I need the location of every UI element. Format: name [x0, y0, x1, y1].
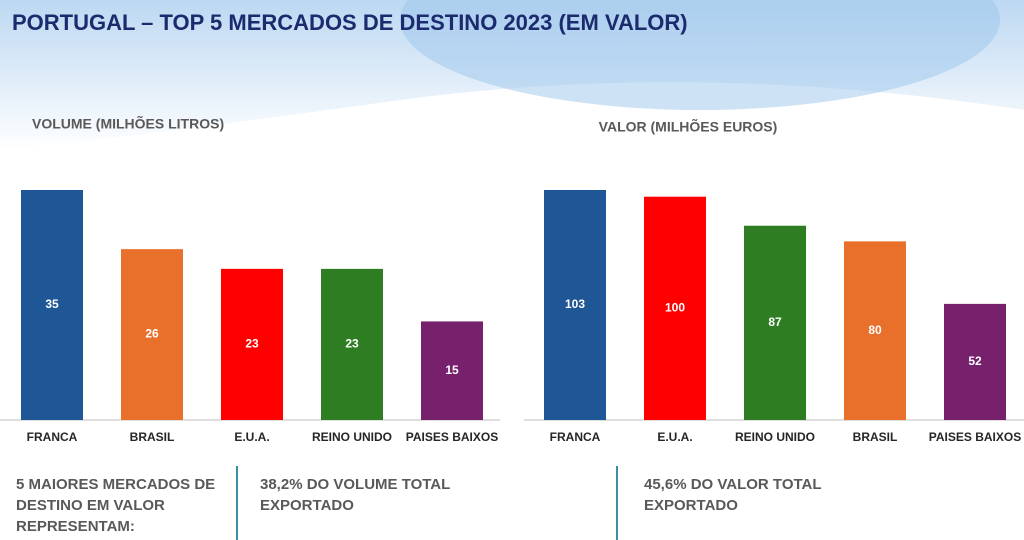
value-label: 23: [345, 337, 359, 351]
globe: [400, 0, 1000, 110]
bar: [21, 190, 83, 420]
x-tick-label: BRASIL: [853, 430, 898, 444]
bar: [121, 249, 183, 420]
x-tick-label: REINO UNIDO: [735, 430, 815, 444]
bar: [944, 303, 1006, 420]
value-label: 15: [445, 363, 459, 377]
bar: [844, 241, 906, 420]
value-label: 23: [245, 337, 259, 351]
bar: [544, 190, 606, 420]
x-tick-label: REINO UNIDO: [312, 430, 392, 444]
footer-intro: 5 MAIORES MERCADOS DE DESTINO EM VALOR R…: [16, 476, 216, 535]
footer-volume: 38,2% DO VOLUME TOTAL EXPORTADO: [260, 476, 451, 514]
x-tick-label: PAISES BAIXOS: [929, 430, 1021, 444]
value-label: 87: [768, 315, 782, 329]
value-label: 26: [145, 327, 159, 341]
footer-value: 45,6% DO VALOR TOTAL EXPORTADO: [644, 476, 822, 514]
value-label: 103: [565, 297, 585, 311]
chart-title: VOLUME (MILHÕES LITROS): [32, 115, 224, 132]
value-label: 100: [665, 301, 685, 315]
value-label: 52: [968, 354, 982, 368]
value-label: 80: [868, 323, 882, 337]
bar: [644, 196, 706, 420]
value-label: 35: [45, 297, 59, 311]
x-tick-label: PAISES BAIXOS: [406, 430, 498, 444]
bar: [221, 268, 283, 420]
bar: [744, 225, 806, 420]
x-tick-label: FRANCA: [550, 430, 601, 444]
x-tick-label: BRASIL: [130, 430, 175, 444]
slide-title: PORTUGAL – TOP 5 MERCADOS DE DESTINO 202…: [12, 10, 688, 35]
x-tick-label: E.U.A.: [234, 430, 269, 444]
chart-title: VALOR (MILHÕES EUROS): [599, 118, 778, 135]
bar: [321, 268, 383, 420]
x-tick-label: E.U.A.: [657, 430, 692, 444]
bar: [421, 321, 483, 420]
x-tick-label: FRANCA: [27, 430, 78, 444]
